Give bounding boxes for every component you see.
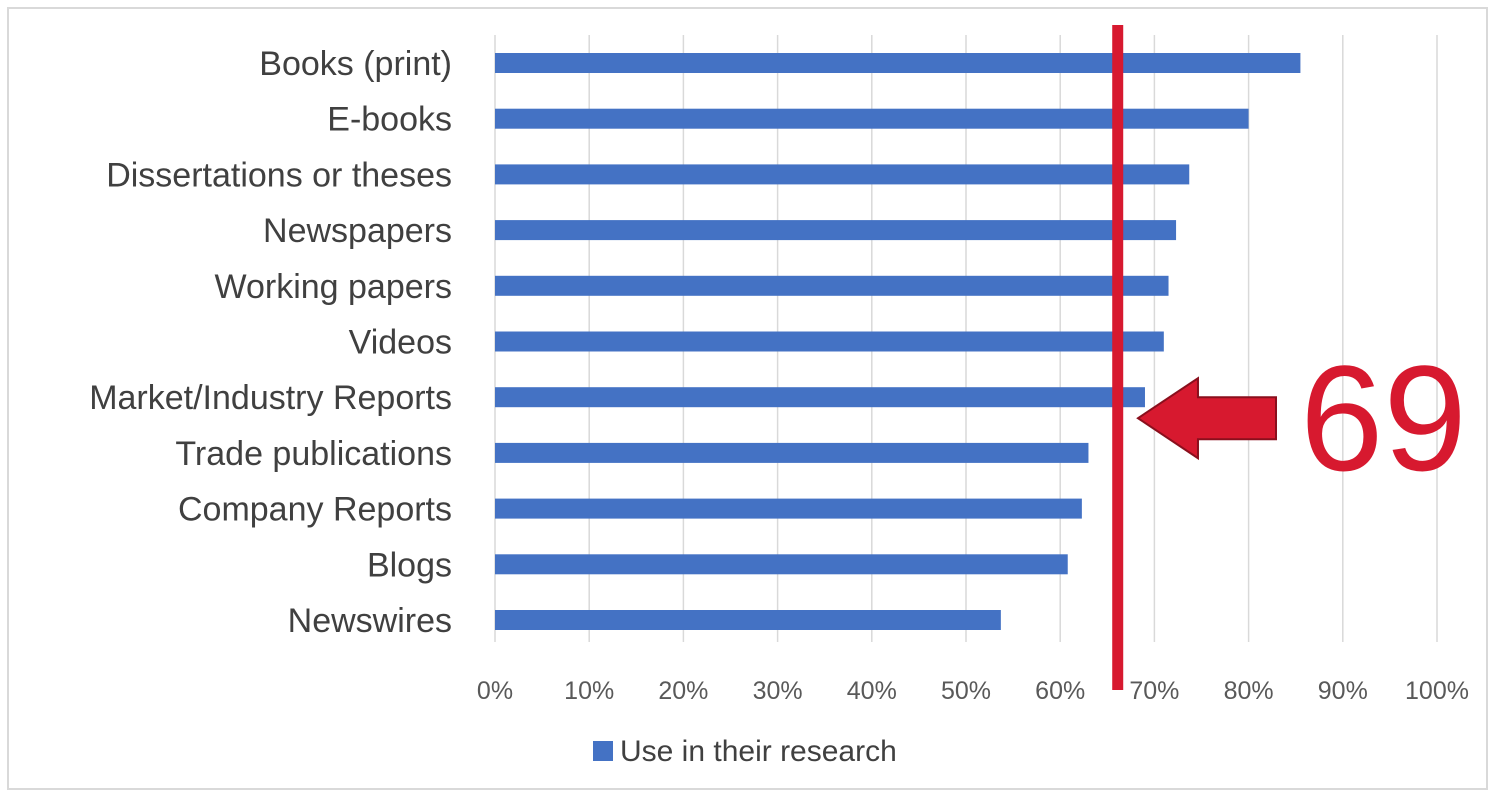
bar: [495, 331, 1164, 352]
bar: [495, 108, 1249, 129]
bars: [495, 53, 1301, 630]
x-tick-label: 80%: [1224, 677, 1274, 705]
category-label: Newspapers: [263, 212, 452, 250]
x-tick-label: 60%: [1035, 677, 1085, 705]
bar: [495, 220, 1177, 241]
legend-swatch: [593, 741, 613, 761]
bar: [495, 554, 1068, 575]
bar: [495, 498, 1082, 519]
category-label: Books (print): [259, 45, 452, 83]
category-label: Blogs: [367, 546, 452, 584]
legend-label: Use in their research: [620, 735, 897, 768]
bar: [495, 442, 1089, 463]
category-label: Dissertations or theses: [106, 156, 452, 194]
x-tick-labels: 0% 10% 20% 30% 40% 50% 60% 70% 80% 90% 100%: [477, 677, 1469, 705]
bar: [495, 610, 1001, 630]
category-label: Company Reports: [178, 491, 452, 529]
callout-value: 69: [1300, 334, 1467, 502]
x-tick-label: 10%: [564, 677, 614, 705]
x-tick-label: 20%: [658, 677, 708, 705]
x-tick-label: 30%: [753, 677, 803, 705]
category-label: Working papers: [215, 268, 453, 306]
gridlines: [494, 35, 1438, 642]
bar: [495, 275, 1169, 296]
category-label: Videos: [349, 324, 452, 362]
category-label: E-books: [327, 101, 452, 139]
bar: [495, 164, 1190, 185]
x-tick-label: 50%: [941, 677, 991, 705]
category-label: Trade publications: [175, 435, 452, 473]
x-tick-label: 90%: [1318, 677, 1368, 705]
x-tick-label: 40%: [847, 677, 897, 705]
x-tick-label: 0%: [477, 677, 513, 705]
x-tick-label: 70%: [1129, 677, 1179, 705]
bar: [495, 387, 1145, 408]
x-tick-label: 100%: [1405, 677, 1469, 705]
bar: [495, 53, 1301, 73]
annotations: 69: [1112, 25, 1467, 690]
category-label: Market/Industry Reports: [89, 379, 452, 417]
callout-arrow: [1136, 376, 1277, 461]
category-labels: Books (print) E-books Dissertations or the…: [89, 45, 452, 640]
category-label: Newswires: [288, 602, 452, 640]
legend: Use in their research: [593, 735, 897, 768]
